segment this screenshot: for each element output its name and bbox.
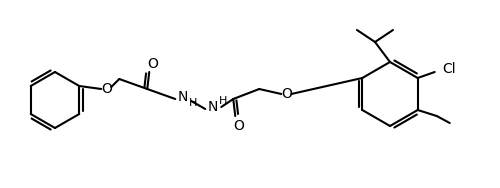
Text: H: H bbox=[189, 98, 198, 108]
Text: H: H bbox=[219, 96, 228, 106]
Text: O: O bbox=[233, 119, 243, 133]
Text: O: O bbox=[281, 87, 291, 101]
Text: N: N bbox=[208, 100, 218, 114]
Text: O: O bbox=[101, 82, 112, 96]
Text: O: O bbox=[147, 57, 158, 71]
Text: N: N bbox=[178, 90, 188, 104]
Text: Cl: Cl bbox=[442, 62, 456, 76]
